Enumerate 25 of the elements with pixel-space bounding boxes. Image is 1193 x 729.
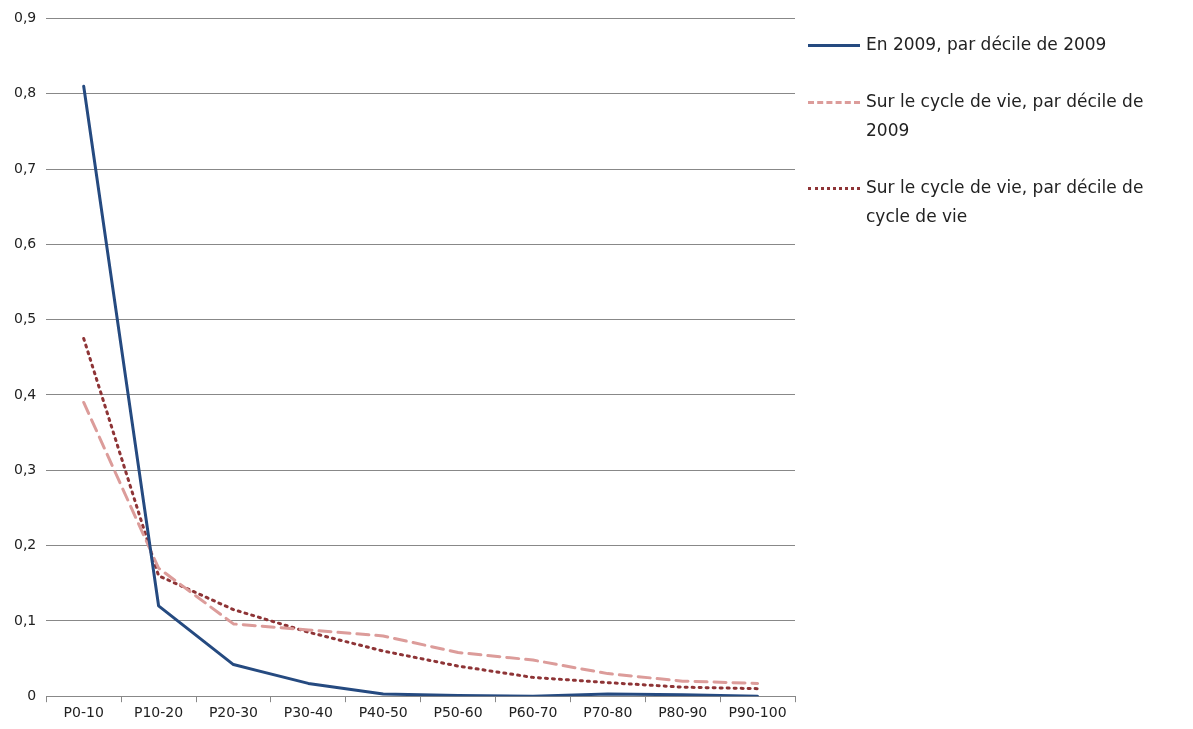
x-tick-label: P80-90 [658, 704, 708, 721]
x-tick-label: P10-20 [134, 704, 184, 721]
line-series [82, 400, 760, 685]
legend-label: Sur le cycle de vie, par décile de 2009 [866, 90, 1145, 142]
line-series [82, 336, 760, 691]
y-tick-label: 0,4 [14, 385, 37, 402]
legend-label: Sur le cycle de vie, par décile de cycle de vie [866, 176, 1145, 228]
y-tick-label: 0,8 [14, 84, 37, 101]
y-tick-label: 0,3 [14, 460, 37, 477]
y-tick-label: 0,2 [14, 536, 37, 553]
y-tick-label: 0 [27, 686, 37, 703]
x-tick-label: P50-60 [433, 704, 483, 721]
x-tick-label: P40-50 [358, 704, 408, 721]
x-tick-label: P0-10 [63, 704, 104, 721]
y-tick-label: 0,6 [14, 234, 37, 251]
x-tick-label: P90-100 [728, 704, 787, 721]
x-tick-label: P30-40 [283, 704, 333, 721]
y-tick-label: 0,5 [14, 310, 37, 327]
x-tick-label: P20-30 [208, 704, 259, 721]
x-tick-label: P60-70 [508, 704, 558, 721]
y-tick-label: 0,9 [14, 9, 37, 26]
legend-label: En 2009, par décile de 2009 [866, 33, 1107, 56]
y-tick-label: 0,1 [14, 611, 37, 628]
y-tick-label: 0,7 [14, 159, 37, 176]
x-tick-label: P70-80 [583, 704, 633, 721]
